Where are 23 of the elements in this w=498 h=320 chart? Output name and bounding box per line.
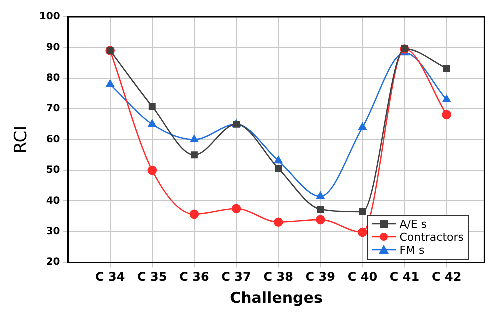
x-tick-label: C 41: [390, 270, 420, 284]
y-tick-label: 70: [46, 104, 60, 115]
y-tick-label: 40: [46, 196, 60, 207]
x-tick-label: C 42: [432, 270, 462, 284]
legend-label: FM s: [400, 244, 425, 257]
y-tick-label: 50: [46, 165, 60, 176]
x-tick-label: C 40: [348, 270, 378, 284]
x-axis-title: Challenges: [230, 288, 323, 307]
x-tick-label: C 39: [306, 270, 336, 284]
y-tick-label: 100: [39, 12, 60, 23]
y-tick-label: 60: [46, 134, 60, 146]
y-tick-label: 20: [46, 257, 60, 268]
x-tick-label: C 35: [138, 270, 168, 284]
y-tick-label: 80: [46, 72, 60, 84]
x-tick-label: C 37: [222, 270, 252, 284]
y-axis-title: RCI: [12, 126, 32, 154]
legend-label: Contractors: [400, 230, 464, 244]
y-tick-label: 90: [46, 42, 60, 54]
x-tick-label: C 34: [95, 270, 126, 284]
legend-label: A/E s: [400, 218, 428, 231]
x-tick-label: C 36: [180, 270, 210, 284]
x-tick-label: C 38: [264, 270, 294, 284]
y-tick-label: 30: [46, 226, 60, 238]
